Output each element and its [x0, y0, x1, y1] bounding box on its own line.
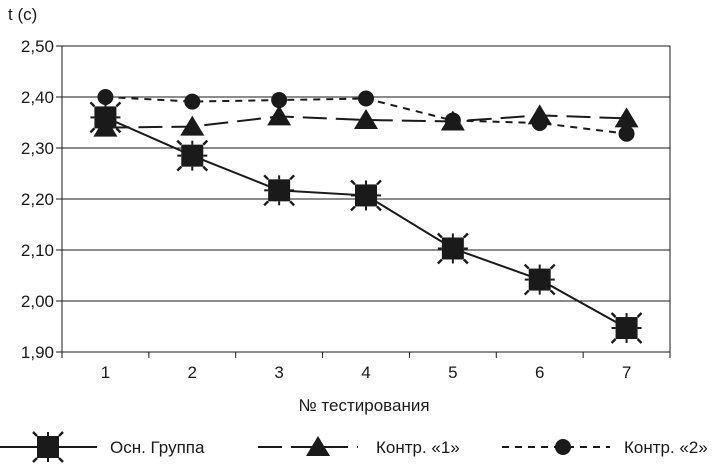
circle-marker: [555, 439, 571, 455]
square-marker: [89, 101, 122, 134]
y-tick-label: 2,40: [21, 88, 54, 107]
square-marker: [610, 312, 643, 344]
y-tick-label: 2,10: [21, 241, 54, 260]
y-tick-label: 1,90: [21, 343, 54, 362]
x-tick-label: 7: [622, 363, 631, 382]
x-axis-title: № тестирования: [298, 396, 429, 415]
triangle-marker: [180, 115, 205, 136]
series-1: [89, 101, 643, 344]
x-tick-label: 1: [101, 363, 110, 382]
triangle-marker: [306, 436, 330, 456]
legend-label: Контр. «2»: [624, 438, 708, 457]
x-tick-label: 4: [361, 363, 370, 382]
legend-label: Осн. Группа: [110, 438, 205, 457]
legend: Осн. Группа Контр. «1» Контр. «2»: [0, 431, 708, 463]
x-tick-label: 5: [448, 363, 457, 382]
triangle-marker: [527, 104, 552, 125]
legend-item-1: Осн. Группа: [0, 431, 205, 463]
legend-item-2: Контр. «1»: [258, 436, 460, 457]
triangle-marker: [614, 107, 639, 128]
square-marker: [32, 431, 64, 463]
triangle-marker: [354, 108, 378, 129]
legend-item-3: Контр. «2»: [502, 438, 708, 457]
series-layer: [89, 89, 643, 344]
x-tick-label: 3: [274, 363, 283, 382]
circle-marker: [271, 92, 288, 109]
x-tick-labels: 1 2 3 4 5 6 7: [101, 363, 632, 382]
y-tick-label: 2,30: [21, 139, 54, 158]
plot-frame: [61, 45, 671, 353]
circle-marker: [618, 125, 635, 142]
circle-marker: [97, 89, 114, 105]
triangle-marker: [267, 105, 292, 126]
triangle-marker: [440, 110, 465, 131]
square-marker: [437, 232, 469, 265]
x-tick-label: 2: [188, 363, 197, 382]
y-tick-label: 2,00: [21, 292, 54, 311]
y-axis-title: t (с): [8, 5, 37, 24]
y-tick-label: 2,20: [21, 190, 54, 209]
square-marker: [523, 263, 556, 296]
y-tick-label: 2,50: [21, 37, 54, 56]
square-marker: [176, 139, 209, 172]
circle-marker: [358, 90, 374, 107]
y-tick-labels: 1,90 2,00 2,10 2,20 2,30 2,40 2,50: [21, 37, 54, 362]
circle-marker: [184, 93, 201, 110]
square-marker: [263, 174, 295, 207]
legend-label: Контр. «1»: [376, 438, 460, 457]
square-marker: [350, 179, 382, 212]
series-2: [93, 104, 639, 137]
x-tick-label: 6: [535, 363, 544, 382]
